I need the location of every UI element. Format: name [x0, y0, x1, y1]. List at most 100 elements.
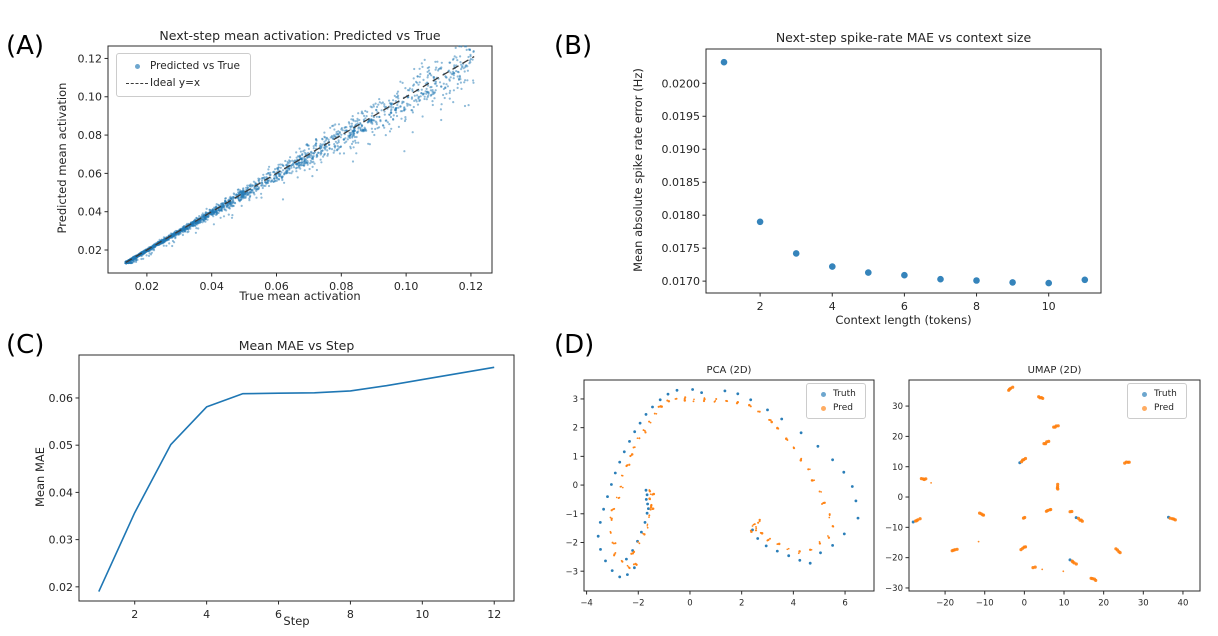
panel-a-title: Next-step mean activation: Predicted vs …	[159, 28, 441, 43]
svg-text:30: 30	[1138, 599, 1149, 609]
svg-text:0.0185: 0.0185	[662, 176, 701, 189]
svg-text:8: 8	[973, 300, 980, 313]
svg-text:10: 10	[415, 608, 429, 621]
svg-text:30: 30	[892, 402, 903, 412]
panel-b-xlabel: Context length (tokens)	[835, 313, 972, 327]
panel-d-pca-legend: Truth Pred	[806, 383, 866, 419]
svg-text:4: 4	[791, 599, 796, 609]
svg-text:0.04: 0.04	[78, 206, 103, 219]
svg-text:−10: −10	[885, 523, 903, 533]
svg-text:0.04: 0.04	[199, 280, 224, 293]
legend-label: Predicted vs True	[150, 60, 240, 72]
panel-a-legend: Predicted vs True Ideal y=x	[116, 53, 251, 97]
svg-text:0.08: 0.08	[78, 129, 103, 142]
panel-label-d: (D)	[554, 330, 595, 360]
dashed-line-marker-icon	[126, 83, 148, 84]
svg-text:0.0200: 0.0200	[662, 77, 701, 90]
panel-b-title: Next-step spike-rate MAE vs context size	[775, 30, 1032, 45]
panel-c-xlabel: Step	[283, 614, 310, 628]
panel-pca-axes: −4 −2 0 2 4 6 −3 −2 −1 0 1 2 3	[565, 379, 875, 609]
legend-item-pred: Pred	[813, 401, 856, 415]
panel-c-title: Mean MAE vs Step	[238, 338, 355, 353]
panel-a-xlabel: True mean activation	[239, 289, 361, 303]
legend-item-predicted-vs-true: Predicted vs True	[124, 58, 240, 75]
svg-text:3: 3	[573, 395, 578, 405]
svg-text:−20: −20	[885, 554, 903, 564]
svg-text:0.05: 0.05	[49, 439, 74, 452]
svg-text:1: 1	[573, 452, 578, 462]
svg-text:20: 20	[1098, 599, 1109, 609]
svg-text:−2: −2	[565, 539, 578, 549]
svg-text:6: 6	[842, 599, 847, 609]
panel-b-axes: 2 4 6 8 10 0.0170 0.0175 0.0180 0.0185 0.0190 0.01…	[662, 48, 1102, 313]
truth-dot-marker-icon	[820, 391, 826, 397]
svg-text:2: 2	[739, 599, 744, 609]
svg-text:−30: −30	[885, 584, 903, 594]
svg-text:20: 20	[892, 432, 903, 442]
legend-label: Truth	[833, 389, 856, 399]
panel-label-a: (A)	[6, 31, 45, 61]
svg-text:2: 2	[131, 608, 138, 621]
legend-label: Pred	[1154, 403, 1175, 413]
svg-text:4: 4	[203, 608, 210, 621]
svg-text:0.12: 0.12	[78, 52, 103, 65]
panel-c-ylabel: Mean MAE	[33, 446, 47, 508]
svg-text:−20: −20	[936, 599, 954, 609]
panel-a-ylabel: Predicted mean activation	[55, 82, 69, 234]
svg-text:−2: −2	[632, 599, 645, 609]
pred-dot-marker-icon	[820, 405, 826, 411]
panel-b-ylabel: Mean absolute spike rate error (Hz)	[631, 68, 645, 272]
pred-dot-marker-icon	[1141, 405, 1147, 411]
panel-a-axes: 0.02 0.04 0.06 0.08 0.10 0.12 0.02 0.04 0.06 0.08…	[78, 45, 493, 293]
svg-text:0.0195: 0.0195	[662, 110, 701, 123]
svg-text:0.02: 0.02	[135, 280, 160, 293]
panel-umap-axes: −20 −10 0 10 20 30 40 −30 −20 −10 0 10 20 30	[885, 379, 1201, 609]
svg-text:6: 6	[275, 608, 282, 621]
svg-text:0.0180: 0.0180	[662, 209, 701, 222]
svg-text:0: 0	[573, 481, 578, 491]
svg-text:8: 8	[347, 608, 354, 621]
svg-text:12: 12	[487, 608, 501, 621]
svg-text:2: 2	[573, 424, 578, 434]
svg-text:10: 10	[1042, 300, 1056, 313]
svg-text:0.0190: 0.0190	[662, 143, 701, 156]
svg-text:10: 10	[1059, 599, 1070, 609]
svg-text:−4: −4	[580, 599, 593, 609]
panel-d-pca-title: PCA (2D)	[706, 365, 752, 376]
svg-text:0: 0	[1022, 599, 1027, 609]
svg-text:−3: −3	[565, 567, 578, 577]
svg-text:0.02: 0.02	[78, 244, 103, 257]
panel-c-axes: 2 4 6 8 10 12 0.02 0.03 0.04 0.05 0.06	[49, 354, 515, 621]
legend-item-ideal-line: Ideal y=x	[124, 75, 240, 92]
legend-label: Ideal y=x	[150, 77, 201, 89]
svg-text:0.0175: 0.0175	[662, 242, 701, 255]
svg-text:40: 40	[1178, 599, 1189, 609]
svg-text:6: 6	[901, 300, 908, 313]
legend-item-pred: Pred	[1134, 401, 1177, 415]
svg-text:4: 4	[829, 300, 836, 313]
svg-text:2: 2	[757, 300, 764, 313]
svg-text:0.10: 0.10	[394, 280, 419, 293]
svg-text:0.10: 0.10	[78, 91, 103, 104]
svg-text:0.06: 0.06	[264, 280, 289, 293]
panel-label-b: (B)	[554, 31, 593, 61]
legend-label: Truth	[1154, 389, 1177, 399]
panel-d-umap-legend: Truth Pred	[1127, 383, 1187, 419]
svg-text:0: 0	[898, 493, 903, 503]
truth-dot-marker-icon	[1141, 391, 1147, 397]
scatter-dot-marker-icon	[134, 64, 140, 69]
legend-item-truth: Truth	[813, 387, 856, 401]
svg-text:−1: −1	[565, 510, 578, 520]
svg-text:0: 0	[687, 599, 692, 609]
svg-text:0.06: 0.06	[49, 392, 74, 405]
svg-text:0.03: 0.03	[49, 534, 74, 547]
panel-d-umap-title: UMAP (2D)	[1027, 365, 1082, 376]
svg-text:0.08: 0.08	[329, 280, 354, 293]
legend-label: Pred	[833, 403, 854, 413]
svg-text:10: 10	[892, 463, 903, 473]
svg-text:0.0170: 0.0170	[662, 275, 701, 288]
svg-text:0.06: 0.06	[78, 167, 103, 180]
legend-item-truth: Truth	[1134, 387, 1177, 401]
